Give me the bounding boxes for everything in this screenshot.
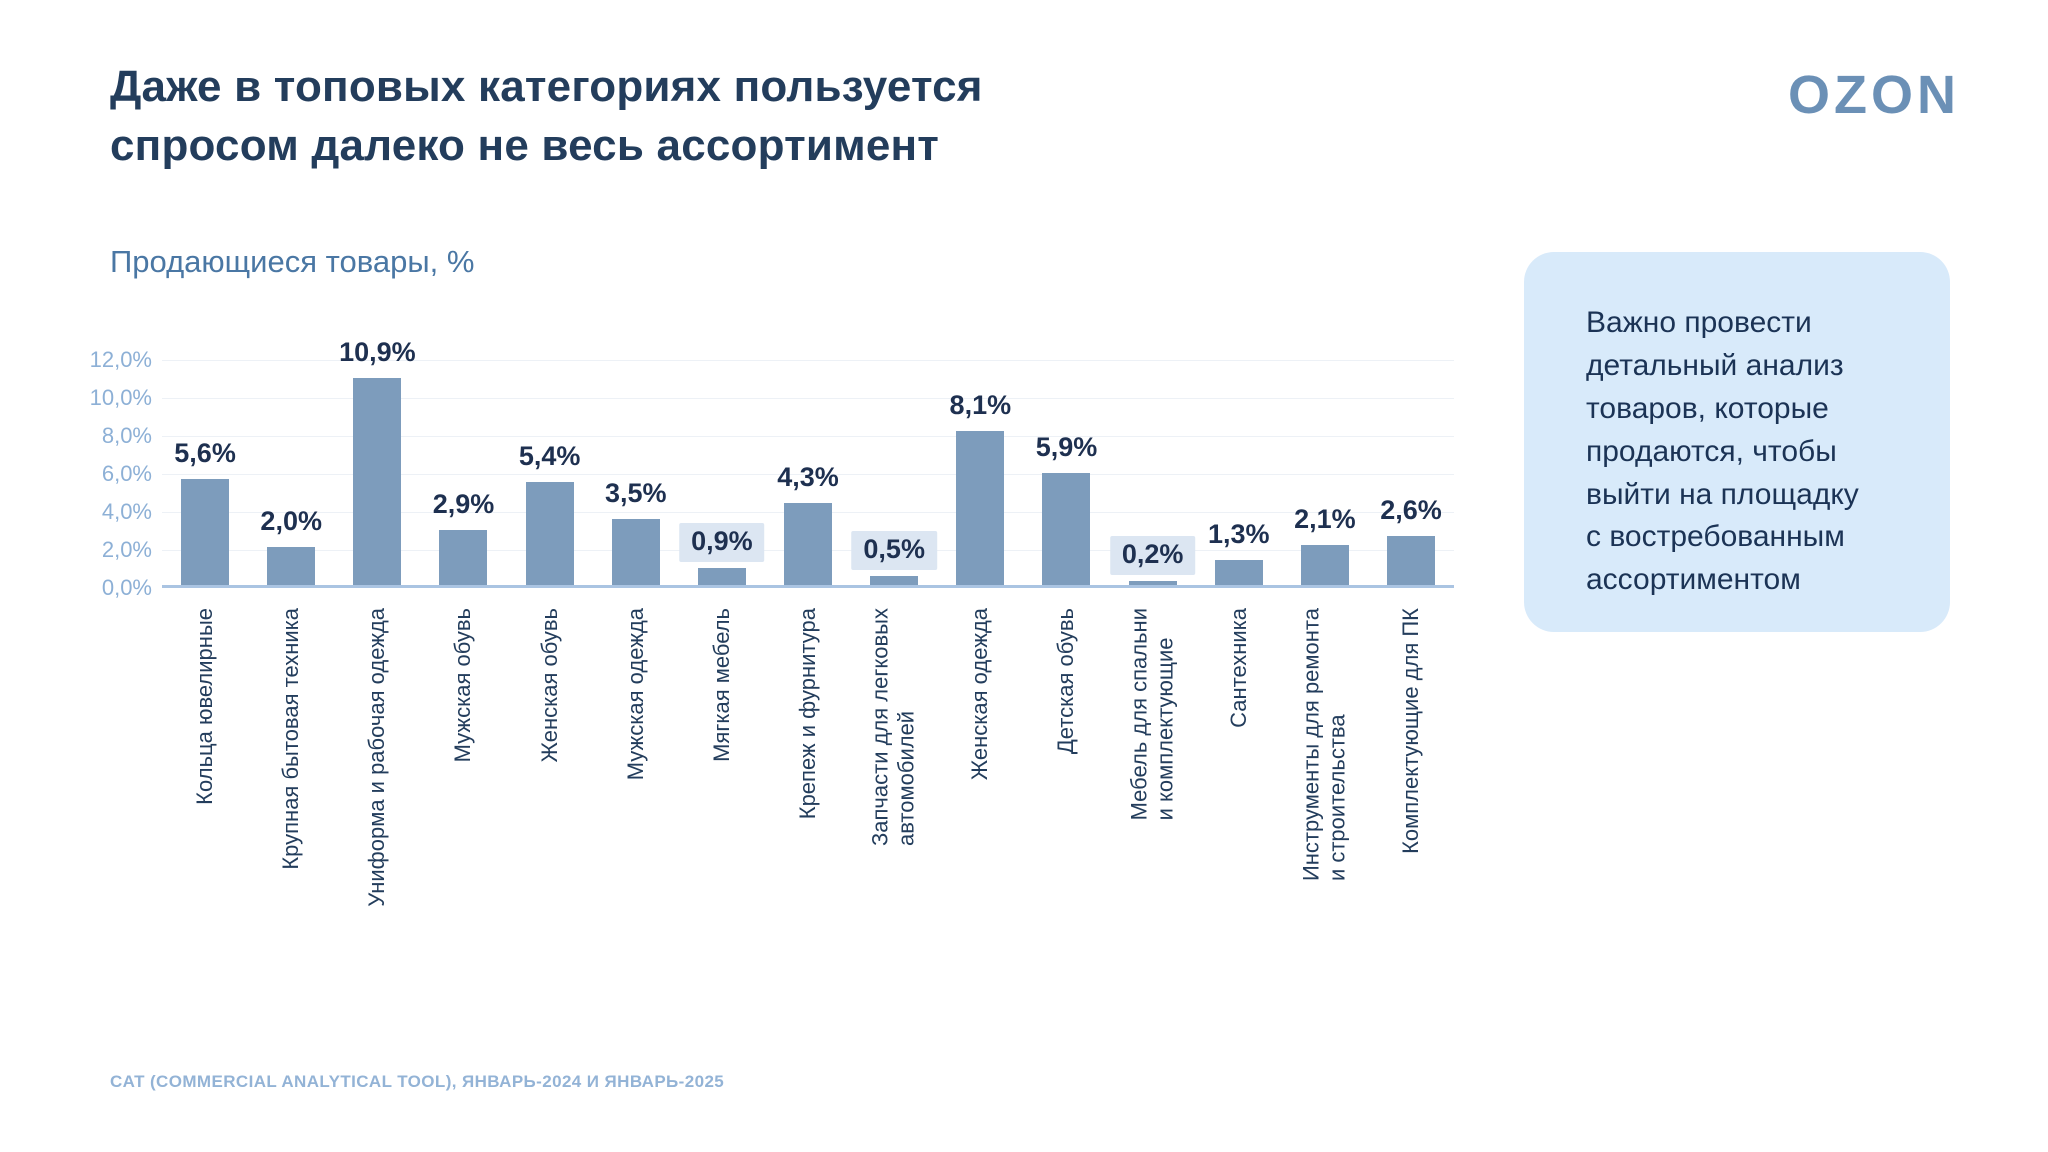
y-tick-label: 10,0%	[89, 385, 152, 410]
bar-column: 5,4%	[507, 360, 593, 585]
bar	[784, 503, 833, 585]
y-tick-label: 2,0%	[101, 537, 152, 562]
bar-value-label: 0,9%	[679, 522, 765, 562]
bar-column: 3,5%	[593, 360, 679, 585]
bar-value-label: 0,2%	[1109, 536, 1196, 576]
bar-column: 4,3%	[765, 360, 851, 585]
bar-value-label: 1,3%	[1207, 519, 1270, 550]
bar	[525, 482, 574, 585]
callout-box: Важно провести детальный анализ товаров,…	[1524, 252, 1950, 632]
bar-value-label: 3,5%	[604, 477, 667, 508]
bar-column: 2,0%	[248, 360, 334, 585]
bar-column: 2,6%	[1368, 360, 1454, 585]
bar-column: 8,1%	[937, 360, 1023, 585]
bar-column: 0,5%	[851, 360, 937, 585]
x-axis-label: Кольца ювелирные	[191, 608, 217, 805]
source-footnote: CAT (COMMERCIAL ANALYTICAL TOOL), ЯНВАРЬ…	[110, 1072, 725, 1091]
plot-area: 5,6% 2,0% 10,9% 2,9% 5,4% 3,5% 0,9% 4,3% 0,5% 8,1…	[162, 337, 1454, 588]
bar	[181, 478, 230, 585]
x-axis-label: Детская обувь	[1053, 608, 1079, 755]
x-axis-label: Мебель для спальни и комплектующие	[1126, 608, 1178, 821]
bar-value-label: 0,5%	[851, 530, 937, 570]
slide-title: Даже в топовых категориях пользуется спр…	[110, 62, 983, 170]
bar	[1128, 581, 1177, 585]
bar-value-label: 5,4%	[518, 441, 581, 472]
gridline	[162, 436, 1454, 437]
chart-subtitle: Продающиеся товары, %	[110, 244, 475, 279]
x-labels-row: Кольца ювелирные Крупная бытовая техника У…	[162, 588, 1454, 968]
x-label-cell: Детская обувь	[1023, 588, 1109, 968]
bar	[1042, 472, 1091, 585]
x-label-cell: Мебель для спальни и комплектующие	[1110, 588, 1196, 968]
bar-value-label: 5,9%	[1035, 431, 1098, 462]
gridline	[162, 398, 1454, 399]
bar	[1214, 560, 1263, 585]
bars-row: 5,6% 2,0% 10,9% 2,9% 5,4% 3,5% 0,9% 4,3% 0,5% 8,1…	[162, 337, 1454, 585]
bar-value-label: 10,9%	[339, 336, 416, 367]
bar	[611, 518, 660, 585]
bar	[267, 547, 316, 585]
x-axis-label: Женская обувь	[536, 608, 562, 763]
bar-column: 2,9%	[420, 360, 506, 585]
x-label-cell: Мужская обувь	[420, 588, 506, 968]
callout-text: Важно провести детальный анализ товаров,…	[1586, 306, 1859, 597]
bar-column: 5,6%	[162, 360, 248, 585]
y-tick-label: 6,0%	[101, 461, 152, 486]
x-label-cell: Комплектующие для ПК	[1368, 588, 1454, 968]
x-label-cell: Крепеж и фурнитура	[765, 588, 851, 968]
bar	[353, 377, 402, 585]
bar-column: 5,9%	[1023, 360, 1109, 585]
x-axis-label: Сантехника	[1225, 608, 1251, 728]
x-axis-label: Женская одежда	[967, 608, 993, 781]
bar-value-label: 2,0%	[260, 506, 322, 536]
x-axis-label: Мягкая мебель	[708, 608, 734, 762]
bar-chart: 0,0% 2,0% 4,0% 6,0% 8,0% 10,0% 12,0% 5,6% 2,0% 1…	[90, 337, 1454, 968]
x-label-cell: Кольца ювелирные	[162, 588, 248, 968]
bar-value-label: 8,1%	[949, 390, 1012, 421]
x-axis-label: Комплектующие для ПК	[1397, 608, 1423, 854]
x-label-cell: Мягкая мебель	[679, 588, 765, 968]
y-tick-label: 12,0%	[89, 347, 152, 372]
x-label-cell: Униформа и рабочая одежда	[334, 588, 420, 968]
bar-column: 1,3%	[1196, 360, 1282, 585]
bar-value-label: 4,3%	[777, 462, 839, 493]
y-tick-label: 8,0%	[101, 423, 152, 448]
x-label-cell: Инструменты для ремонта и строительства	[1282, 588, 1368, 968]
gridline	[162, 474, 1454, 475]
x-label-cell: Женская одежда	[937, 588, 1023, 968]
bar	[1300, 545, 1349, 585]
x-axis-label: Крупная бытовая техника	[278, 608, 304, 870]
x-axis-label: Мужская обувь	[450, 608, 476, 763]
bar-value-label: 2,6%	[1380, 494, 1442, 525]
bar-column: 0,9%	[679, 360, 765, 585]
x-label-cell: Женская обувь	[507, 588, 593, 968]
x-axis-label: Униформа и рабочая одежда	[364, 608, 390, 907]
gridline	[162, 360, 1454, 361]
bar	[697, 567, 746, 585]
x-axis-label: Инструменты для ремонта и строительства	[1298, 608, 1350, 882]
bar	[1387, 535, 1436, 585]
y-tick-label: 4,0%	[101, 499, 152, 524]
x-label-cell: Крупная бытовая техника	[248, 588, 334, 968]
bar-column: 2,1%	[1282, 360, 1368, 585]
ozon-logo: OZON	[1788, 65, 1960, 125]
y-axis: 0,0% 2,0% 4,0% 6,0% 8,0% 10,0% 12,0%	[90, 347, 162, 600]
bar	[956, 431, 1005, 585]
x-axis-label: Запчасти для легковых автомобилей	[867, 608, 920, 847]
y-axis-spacer	[104, 588, 162, 968]
x-axis-label: Крепеж и фурнитура	[794, 608, 820, 820]
bar-value-label: 5,6%	[174, 437, 236, 468]
x-label-cell: Сантехника	[1196, 588, 1282, 968]
x-label-cell: Мужская одежда	[593, 588, 679, 968]
x-axis-label: Мужская одежда	[622, 608, 648, 781]
y-tick-label: 0,0%	[101, 575, 152, 600]
x-label-cell: Запчасти для легковых автомобилей	[851, 588, 937, 968]
bar-value-label: 2,1%	[1294, 504, 1356, 535]
bar-column: 0,2%	[1109, 360, 1196, 585]
bar	[870, 575, 919, 585]
bar-value-label: 2,9%	[432, 488, 495, 519]
bar	[439, 529, 488, 585]
bar-column: 10,9%	[334, 337, 420, 585]
